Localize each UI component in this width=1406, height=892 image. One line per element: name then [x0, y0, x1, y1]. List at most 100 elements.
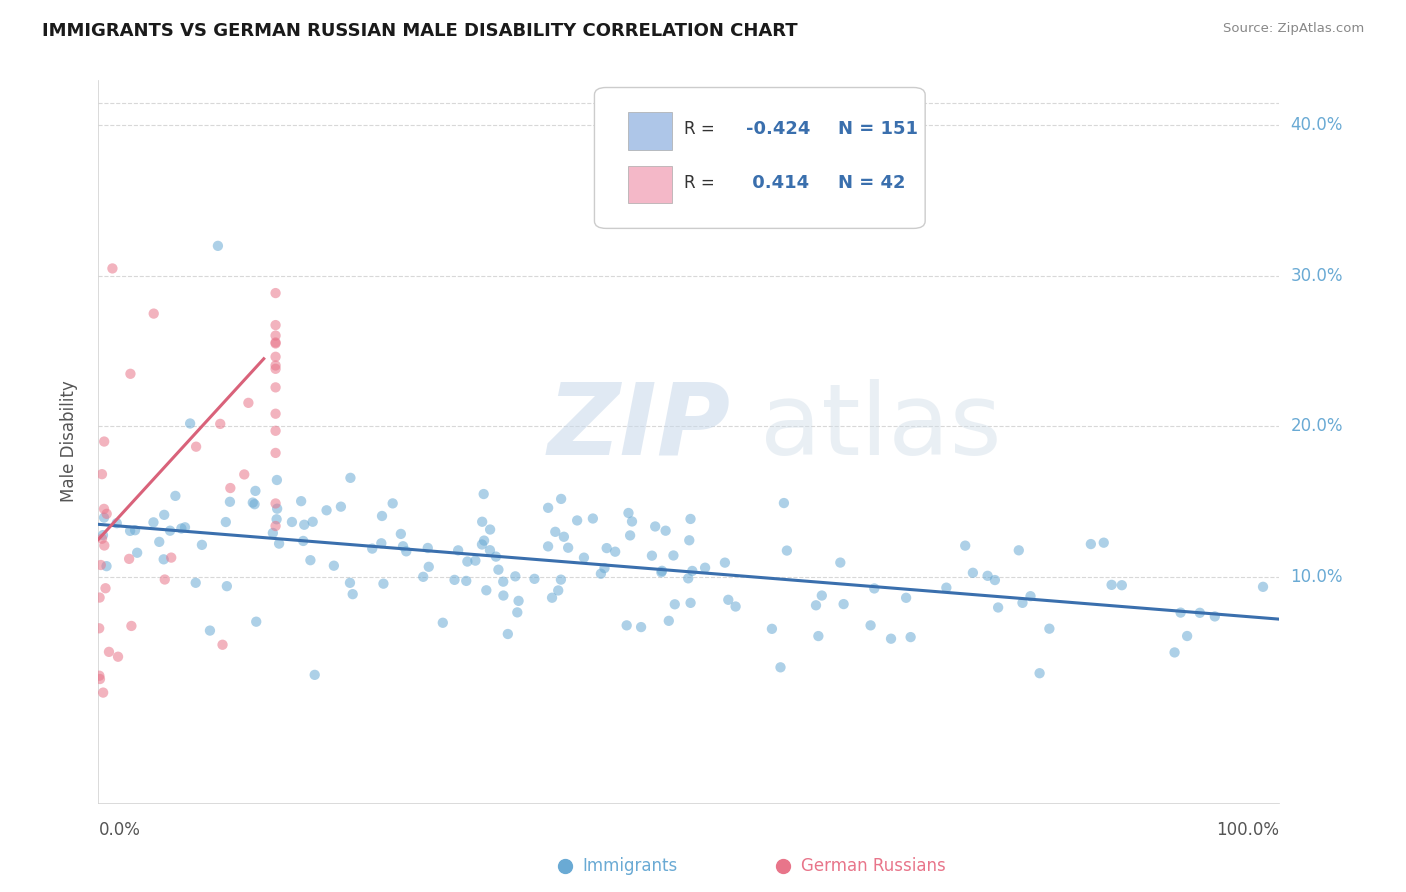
Point: [810, 589, 832, 603]
Point: [89, 621, 111, 635]
Point: [537, 540, 560, 554]
Point: [773, 496, 796, 510]
Point: [1204, 609, 1226, 624]
Point: [219, 481, 242, 495]
Point: [547, 583, 569, 598]
Point: [91, 532, 114, 546]
Point: [142, 516, 165, 530]
Point: [658, 614, 681, 628]
Text: German Russians: German Russians: [801, 857, 946, 875]
Point: [179, 417, 201, 431]
Point: [880, 632, 903, 646]
Point: [281, 515, 304, 529]
Point: [1170, 606, 1192, 620]
Point: [264, 286, 287, 301]
Point: [553, 530, 575, 544]
Point: [371, 508, 394, 523]
Point: [471, 515, 494, 529]
Point: [264, 336, 287, 351]
Point: [572, 550, 595, 565]
Point: [93, 434, 115, 449]
Point: [389, 527, 412, 541]
Point: [89, 672, 111, 686]
Point: [211, 638, 233, 652]
Point: [714, 556, 737, 570]
Point: [264, 359, 287, 373]
Point: [152, 552, 174, 566]
Point: [198, 624, 221, 638]
Point: [472, 533, 495, 548]
Point: [644, 519, 666, 533]
Point: [619, 528, 641, 542]
Point: [1028, 666, 1050, 681]
Point: [120, 367, 142, 381]
Text: N = 151: N = 151: [838, 120, 918, 138]
Point: [550, 573, 572, 587]
Point: [1019, 589, 1042, 603]
Point: [184, 575, 207, 590]
Point: [678, 533, 700, 548]
Text: -0.424: -0.424: [745, 120, 810, 138]
Text: Source: ZipAtlas.com: Source: ZipAtlas.com: [1223, 22, 1364, 36]
Point: [304, 668, 326, 682]
Point: [381, 496, 404, 510]
Point: [266, 512, 288, 526]
Point: [243, 497, 266, 511]
Point: [1111, 578, 1133, 592]
Point: [485, 549, 508, 564]
Point: [219, 495, 242, 509]
Point: [339, 575, 361, 590]
Point: [492, 589, 515, 603]
Point: [550, 491, 572, 506]
Text: 100.0%: 100.0%: [1216, 821, 1279, 838]
Point: [94, 581, 117, 595]
Point: [89, 669, 111, 683]
Point: [264, 519, 287, 533]
Point: [523, 572, 546, 586]
Point: [1188, 606, 1211, 620]
Point: [96, 559, 118, 574]
Point: [361, 541, 384, 556]
Point: [544, 524, 567, 539]
Point: [91, 467, 114, 482]
Point: [935, 581, 957, 595]
Point: [322, 558, 344, 573]
Point: [475, 583, 498, 598]
Point: [724, 599, 747, 614]
Point: [464, 554, 486, 568]
Point: [266, 501, 288, 516]
Point: [1038, 622, 1060, 636]
Point: [264, 335, 287, 350]
Point: [506, 606, 529, 620]
Point: [127, 546, 149, 560]
Point: [863, 582, 886, 596]
Point: [370, 536, 392, 550]
Point: [264, 318, 287, 332]
Point: [830, 556, 852, 570]
Point: [329, 500, 352, 514]
Point: [165, 489, 187, 503]
FancyBboxPatch shape: [627, 166, 672, 203]
Text: 0.0%: 0.0%: [98, 821, 141, 838]
Point: [1163, 645, 1185, 659]
Point: [650, 566, 672, 580]
Point: [859, 618, 882, 632]
Point: [472, 487, 495, 501]
Point: [769, 660, 792, 674]
Point: [264, 350, 287, 364]
Point: [651, 564, 673, 578]
Point: [478, 543, 501, 558]
Point: [264, 380, 287, 394]
Point: [617, 506, 640, 520]
Point: [290, 494, 312, 508]
Point: [984, 573, 1007, 587]
Text: R =: R =: [685, 174, 720, 192]
Point: [894, 591, 917, 605]
Point: [107, 649, 129, 664]
Point: [605, 545, 627, 559]
Point: [342, 587, 364, 601]
Point: [1011, 596, 1033, 610]
Point: [153, 573, 176, 587]
Point: [120, 619, 142, 633]
Point: [207, 239, 229, 253]
